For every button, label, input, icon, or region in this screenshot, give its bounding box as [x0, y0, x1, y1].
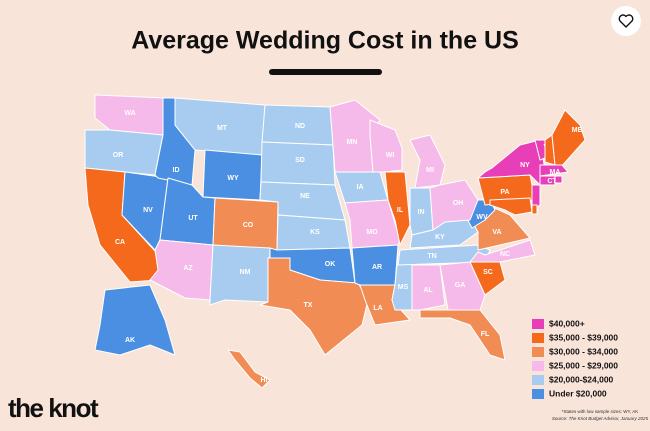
state-label: UT — [188, 215, 198, 222]
legend-label: Under $20,000 — [549, 388, 607, 398]
state-label: MN — [347, 139, 358, 146]
state-label: MI — [426, 167, 434, 174]
state — [411, 264, 446, 311]
state — [227, 349, 271, 389]
state — [439, 261, 486, 311]
state-label: CT — [547, 178, 557, 185]
favorite-button[interactable] — [611, 6, 641, 36]
state-label: IA — [357, 184, 364, 191]
legend-label: $30,000 - $34,000 — [549, 346, 618, 356]
state — [84, 129, 164, 176]
state — [554, 175, 563, 184]
state-label: WY — [227, 175, 239, 182]
state-label: NM — [240, 269, 251, 276]
state-label: MS — [398, 284, 409, 291]
state-label: ND — [295, 123, 305, 130]
state-label: WV — [476, 214, 488, 221]
state — [539, 175, 556, 186]
legend-swatch — [532, 319, 544, 329]
state-label: NC — [500, 251, 510, 258]
logo: the knot — [8, 393, 99, 423]
state-label: VA — [492, 229, 501, 236]
state-label: TX — [304, 302, 313, 309]
state-label: OR — [113, 152, 124, 159]
legend-label: $35,000 - $39,000 — [549, 332, 618, 342]
state-label: IN — [418, 209, 425, 216]
state — [531, 204, 538, 215]
state-label: NE — [300, 193, 310, 200]
state-label: MO — [366, 229, 378, 236]
state-label: OK — [325, 261, 336, 268]
state — [429, 179, 479, 231]
states: WA OR CA NV ID MT WY UT AZ CO NM ND SD NE KS OK TX MN IA MO… — [84, 94, 586, 389]
state-label: TN — [427, 253, 436, 260]
state-label: HI — [261, 377, 268, 384]
state-label: SD — [295, 157, 305, 164]
state-label: KS — [310, 229, 320, 236]
state-label: NV — [143, 207, 153, 214]
state — [489, 197, 533, 216]
state-label: ME — [572, 127, 583, 134]
title: Average Wedding Cost in the US — [131, 27, 519, 55]
state-label: SC — [483, 269, 493, 276]
state-label: FL — [481, 331, 490, 338]
state-label: CO — [243, 222, 254, 229]
legend-label: $25,000 - $29,000 — [549, 360, 618, 370]
state — [531, 184, 541, 211]
state-label: ID — [173, 167, 180, 174]
state — [419, 309, 506, 361]
legend-label: $20,000-$24,000 — [549, 374, 614, 384]
legend-swatch — [532, 389, 544, 399]
state-label: MA — [550, 169, 561, 176]
state-label: WA — [124, 110, 135, 117]
state-label: AR — [372, 264, 382, 271]
state-label: PA — [500, 189, 509, 196]
state — [469, 239, 536, 263]
state-label: MT — [217, 125, 228, 132]
state-label: GA — [455, 282, 466, 289]
state-label: AL — [423, 287, 433, 294]
state — [94, 284, 176, 356]
state-label: CA — [115, 239, 125, 246]
legend-swatch — [532, 375, 544, 385]
state-label: KY — [435, 234, 445, 241]
state — [539, 164, 569, 177]
legend-label: $40,000+ — [549, 318, 585, 328]
state-label: WI — [386, 152, 395, 159]
state-label: OH — [453, 200, 464, 207]
state-label: LA — [373, 305, 382, 312]
state-label: NY — [520, 162, 530, 169]
state — [369, 119, 403, 173]
state-label: AZ — [183, 265, 193, 272]
state-label: IL — [397, 207, 404, 214]
legend: $40,000+ $35,000 - $39,000 $30,000 - $34,0… — [532, 318, 618, 399]
state-label: AK — [125, 337, 135, 344]
footnote: *States with low sample sizes: WY, AK — [562, 409, 638, 414]
state — [384, 171, 411, 246]
legend-swatch — [532, 361, 544, 371]
source: Source: The Knot Budget Advisor, January… — [552, 416, 649, 421]
state — [259, 257, 369, 356]
legend-swatch — [532, 347, 544, 357]
legend-swatch — [532, 333, 544, 343]
